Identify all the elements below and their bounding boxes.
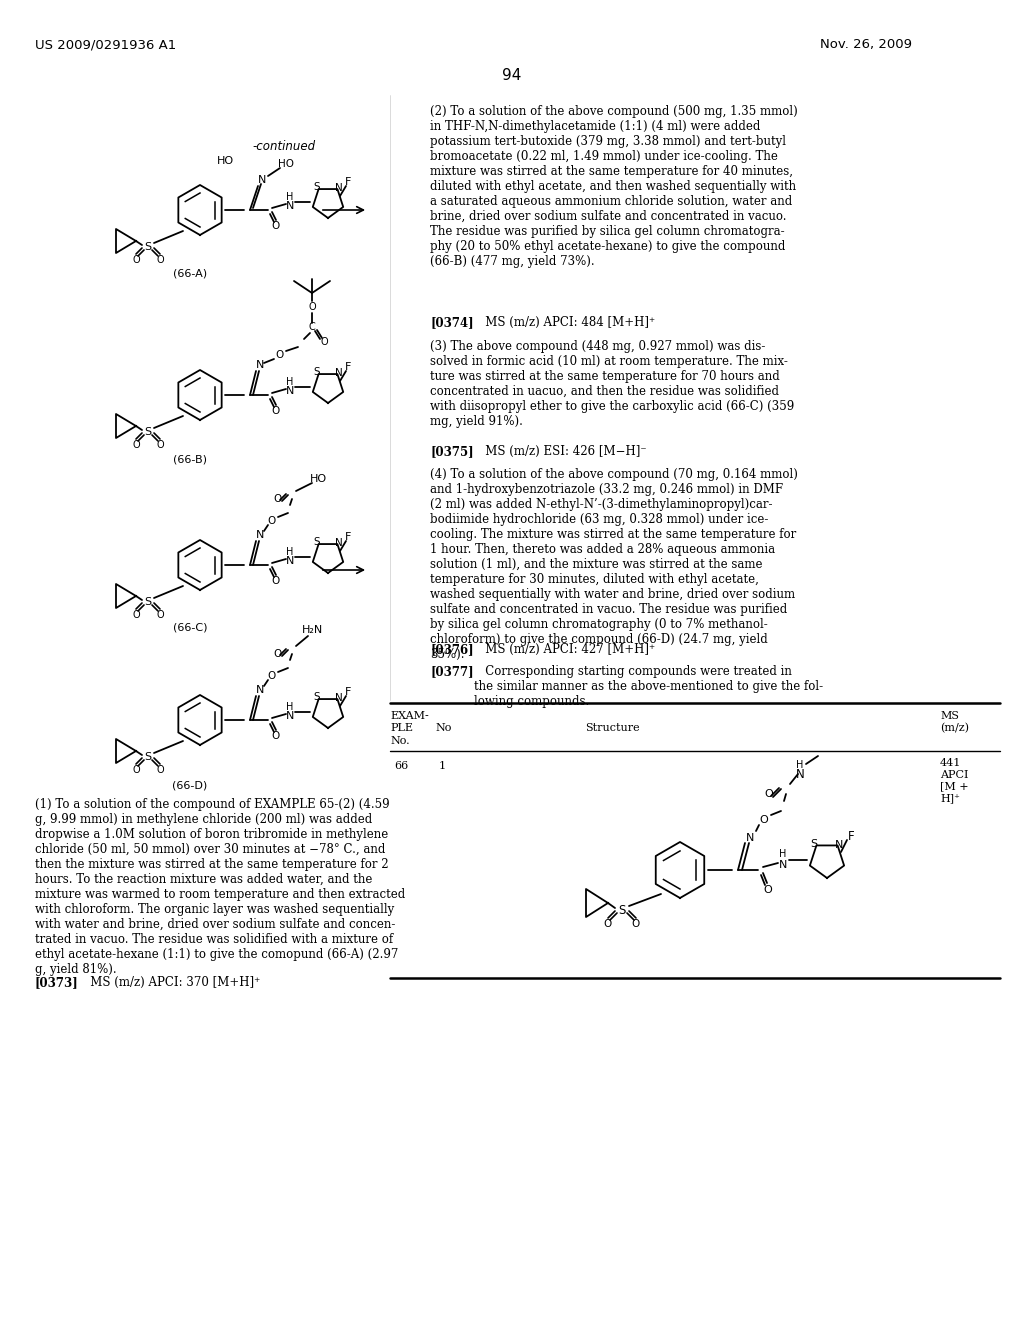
Text: S: S <box>811 838 818 849</box>
Text: MS (m/z) ESI: 426 [M−H]⁻: MS (m/z) ESI: 426 [M−H]⁻ <box>474 445 646 458</box>
Text: S: S <box>144 426 152 437</box>
Text: N: N <box>745 833 755 843</box>
Text: (m/z): (m/z) <box>940 723 969 734</box>
Text: EXAM-: EXAM- <box>390 711 429 721</box>
Text: N: N <box>335 183 343 193</box>
Text: US 2009/0291936 A1: US 2009/0291936 A1 <box>35 38 176 51</box>
Text: HO: HO <box>278 158 294 169</box>
Text: MS: MS <box>940 711 959 721</box>
Text: (4) To a solution of the above compound (70 mg, 0.164 mmol)
and 1-hydroxybenzotr: (4) To a solution of the above compound … <box>430 469 798 661</box>
Text: S: S <box>313 693 319 702</box>
Text: PLE: PLE <box>390 723 413 733</box>
Text: MS (m/z) APCI: 427 [M+H]⁺: MS (m/z) APCI: 427 [M+H]⁺ <box>474 643 655 656</box>
Text: O: O <box>273 649 283 659</box>
Text: O: O <box>132 255 140 265</box>
Text: (66-C): (66-C) <box>173 622 207 632</box>
Text: O: O <box>157 255 164 265</box>
Text: F: F <box>345 177 351 187</box>
Text: O: O <box>308 302 315 312</box>
Text: O: O <box>321 337 328 347</box>
Text: MS (m/z) APCI: 370 [M+H]⁺: MS (m/z) APCI: 370 [M+H]⁺ <box>79 975 260 989</box>
Text: -continued: -continued <box>252 140 315 153</box>
Text: N: N <box>335 368 343 379</box>
Text: (2) To a solution of the above compound (500 mg, 1.35 mmol)
in THF-N,N-dimethyla: (2) To a solution of the above compound … <box>430 106 798 268</box>
Text: S: S <box>313 537 319 548</box>
Text: O: O <box>132 610 140 620</box>
Text: S: S <box>144 242 152 252</box>
Text: N: N <box>286 556 294 566</box>
Text: O: O <box>764 884 772 895</box>
Text: N: N <box>835 840 844 850</box>
Text: O: O <box>272 220 281 231</box>
Text: O: O <box>132 440 140 450</box>
Text: O: O <box>157 766 164 775</box>
Text: S: S <box>313 367 319 378</box>
Text: HO: HO <box>310 474 327 484</box>
Text: [0377]: [0377] <box>430 665 474 678</box>
Text: No: No <box>435 723 452 733</box>
Text: S: S <box>144 752 152 762</box>
Text: [0375]: [0375] <box>430 445 474 458</box>
Text: O: O <box>273 494 283 504</box>
Text: O: O <box>272 576 281 586</box>
Text: N: N <box>286 385 294 396</box>
Text: 66: 66 <box>394 762 409 771</box>
Text: N: N <box>258 176 266 185</box>
Text: O: O <box>157 440 164 450</box>
Text: O: O <box>268 516 276 525</box>
Text: F: F <box>345 362 351 372</box>
Text: C: C <box>308 322 315 333</box>
Text: 1: 1 <box>439 762 446 771</box>
Text: (66-B): (66-B) <box>173 455 207 465</box>
Text: 94: 94 <box>503 69 521 83</box>
Text: H: H <box>779 849 786 859</box>
Text: H: H <box>287 702 294 711</box>
Text: No.: No. <box>390 737 410 746</box>
Text: (1) To a solution of the compound of EXAMPLE 65-(2) (4.59
g, 9.99 mmol) in methy: (1) To a solution of the compound of EXA… <box>35 799 406 975</box>
Text: O: O <box>760 814 768 825</box>
Text: H₂N: H₂N <box>302 624 324 635</box>
Text: H: H <box>287 378 294 387</box>
Text: O: O <box>157 610 164 620</box>
Text: N: N <box>256 685 264 696</box>
Text: S: S <box>313 182 319 193</box>
Text: O: O <box>275 350 284 360</box>
Text: S: S <box>618 903 626 916</box>
Text: F: F <box>345 532 351 543</box>
Text: HO: HO <box>216 156 233 166</box>
Text: [0376]: [0376] <box>430 643 474 656</box>
Text: N: N <box>286 711 294 721</box>
Text: [0374]: [0374] <box>430 315 474 329</box>
Text: O: O <box>632 919 640 929</box>
Text: H: H <box>287 191 294 202</box>
Text: Structure: Structure <box>585 723 640 733</box>
Text: Nov. 26, 2009: Nov. 26, 2009 <box>820 38 912 51</box>
Text: [0373]: [0373] <box>35 975 79 989</box>
Text: N: N <box>796 768 805 781</box>
Text: S: S <box>144 597 152 607</box>
Text: O: O <box>132 766 140 775</box>
Text: N: N <box>256 360 264 370</box>
Text: O: O <box>765 789 773 799</box>
Text: F: F <box>345 686 351 697</box>
Text: (66-A): (66-A) <box>173 268 207 279</box>
Text: O: O <box>268 671 276 681</box>
Text: N: N <box>256 531 264 540</box>
Text: N: N <box>335 539 343 548</box>
Text: 441
APCI
[M +
H]⁺: 441 APCI [M + H]⁺ <box>940 758 969 803</box>
Text: (66-D): (66-D) <box>172 780 208 789</box>
Text: Corresponding starting compounds were treated in
the similar manner as the above: Corresponding starting compounds were tr… <box>474 665 823 708</box>
Text: N: N <box>779 861 787 870</box>
Text: O: O <box>272 407 281 416</box>
Text: H: H <box>287 546 294 557</box>
Text: MS (m/z) APCI: 484 [M+H]⁺: MS (m/z) APCI: 484 [M+H]⁺ <box>474 315 655 329</box>
Text: F: F <box>848 829 854 842</box>
Text: H: H <box>797 760 804 770</box>
Text: N: N <box>335 693 343 704</box>
Text: N: N <box>286 201 294 211</box>
Text: O: O <box>604 919 612 929</box>
Text: (3) The above compound (448 mg, 0.927 mmol) was dis-
solved in formic acid (10 m: (3) The above compound (448 mg, 0.927 mm… <box>430 341 795 428</box>
Text: O: O <box>272 731 281 741</box>
